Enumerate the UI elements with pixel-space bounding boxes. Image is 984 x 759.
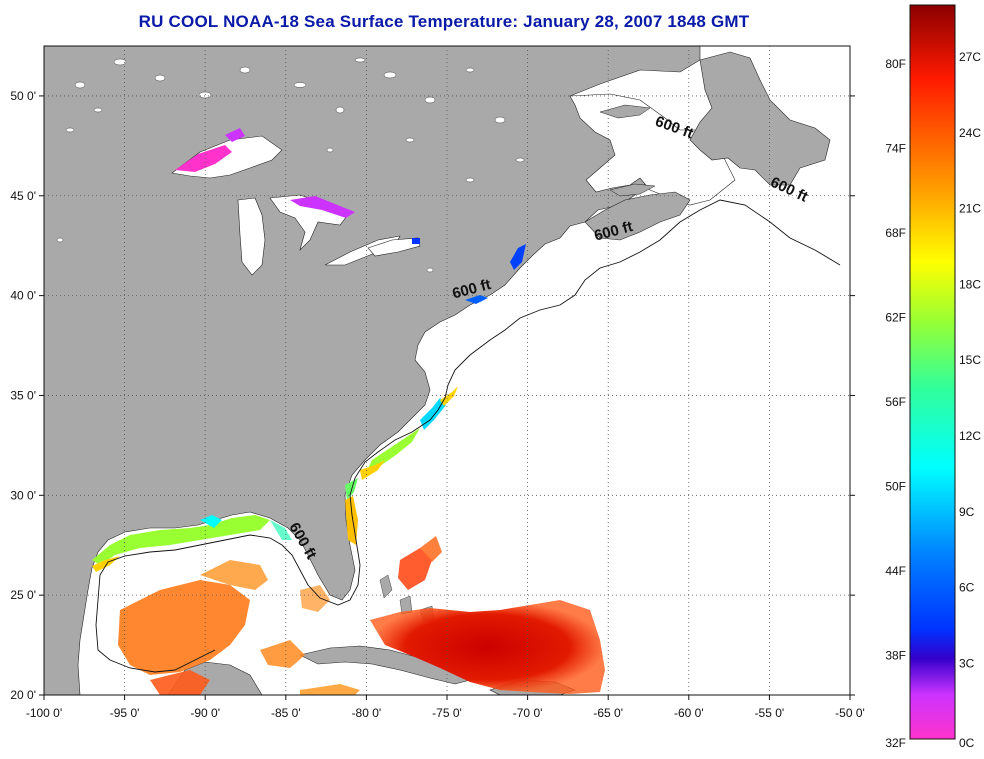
axis-ticks: -100 0' -95 0' -90 0' -85 0' -80 0' -75 0' -70…: [10, 89, 864, 720]
lon-tick-label: -75 0': [432, 706, 462, 720]
colorbar-f-label: 38F: [885, 649, 906, 663]
colorbar-f-label: 50F: [885, 480, 906, 494]
colorbar-f-label: 68F: [885, 226, 906, 240]
gulf-st-lawrence: [569, 93, 736, 206]
lat-tick-label: 20 0': [10, 688, 36, 702]
lon-tick-label: -100 0': [26, 706, 62, 720]
colorbar-c-label: 21C: [959, 202, 981, 216]
lon-tick-label: -95 0': [110, 706, 140, 720]
colorbar-c-label: 6C: [959, 581, 975, 595]
colorbar-c-label: 18C: [959, 277, 981, 291]
colorbar-c-label: 27C: [959, 50, 981, 64]
land-cuba: [299, 645, 471, 685]
sst-data-overlay: [92, 128, 605, 695]
colorbar-fahrenheit-labels: 80F 74F 68F 62F 56F 50F 44F 38F 32F: [885, 57, 906, 750]
lon-tick-label: -65 0': [593, 706, 623, 720]
colorbar-c-label: 9C: [959, 505, 975, 519]
lat-tick-label: 35 0': [10, 388, 36, 402]
colorbar-f-label: 62F: [885, 311, 906, 325]
lon-tick-label: -55 0': [755, 706, 785, 720]
lat-tick-label: 45 0': [10, 189, 36, 203]
map-title: RU COOL NOAA-18 Sea Surface Temperature:…: [138, 12, 750, 31]
colorbar-f-label: 56F: [885, 395, 906, 409]
contour-600ft: [95, 199, 841, 673]
lon-tick-label: -85 0': [271, 706, 301, 720]
lat-tick-label: 25 0': [10, 588, 36, 602]
colorbar-f-label: 74F: [885, 142, 906, 156]
land-nova-scotia: [584, 191, 691, 241]
colorbar-c-label: 0C: [959, 736, 975, 750]
colorbar-f-label: 32F: [885, 736, 906, 750]
lake-ontario: [367, 237, 421, 257]
lon-tick-label: -50 0': [835, 706, 865, 720]
colorbar-f-label: 44F: [885, 564, 906, 578]
lon-tick-label: -90 0': [190, 706, 220, 720]
canadian-lakes: [56, 57, 525, 273]
lat-tick-label: 30 0': [10, 488, 36, 502]
land-newfoundland: [689, 51, 831, 186]
colorbar-c-label: 15C: [959, 353, 981, 367]
graticule: [44, 46, 850, 695]
lon-tick-label: -70 0': [513, 706, 543, 720]
land-anticosti: [599, 104, 651, 119]
colorbar-c-label: 24C: [959, 126, 981, 140]
colorbar-celsius-labels: 27C 24C 21C 18C 15C 12C 9C 6C 3C 0C: [959, 50, 981, 750]
lon-tick-label: -80 0': [352, 706, 382, 720]
land-pei: [609, 183, 656, 197]
lat-tick-label: 40 0': [10, 289, 36, 303]
colorbar-f-label: 80F: [885, 57, 906, 71]
colorbar: [909, 4, 956, 740]
colorbar-c-label: 3C: [959, 656, 975, 670]
colorbar-c-label: 12C: [959, 429, 981, 443]
lat-tick-label: 50 0': [10, 89, 36, 103]
lon-tick-label: -60 0': [674, 706, 704, 720]
